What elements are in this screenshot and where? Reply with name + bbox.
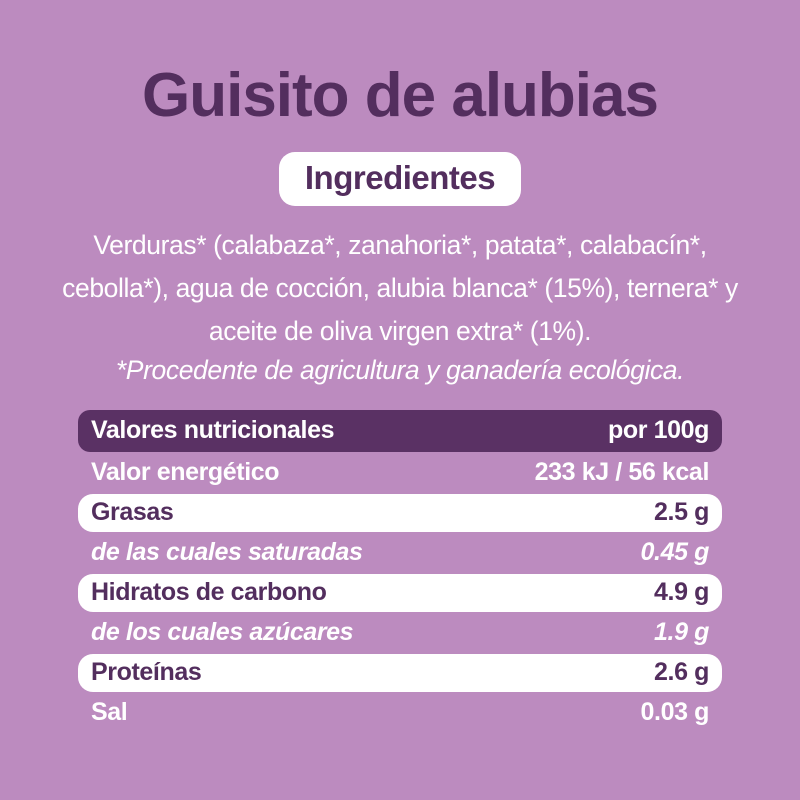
nutrition-row-value: 2.5 g	[654, 498, 709, 527]
page-title: Guisito de alubias	[142, 61, 659, 130]
nutrition-row-saturated-fat: de las cuales saturadas 0.45 g	[78, 534, 722, 572]
nutrition-row-carbohydrates: Hidratos de carbono 4.9 g	[78, 573, 722, 612]
nutrition-table: Valores nutricionales por 100g Valor ene…	[78, 409, 722, 732]
nutrition-row-protein: Proteínas 2.6 g	[78, 653, 722, 692]
nutrition-row-sugars: de los cuales azúcares 1.9 g	[78, 614, 722, 652]
nutrition-header-value: por 100g	[608, 416, 709, 445]
nutrition-row-label: Sal	[91, 698, 128, 727]
nutrition-row-value: 4.9 g	[654, 578, 709, 607]
ingredients-badge-row: Ingredientes	[0, 152, 800, 207]
nutrition-row-value: 0.03 g	[640, 698, 710, 727]
nutrition-row-label: de las cuales saturadas	[91, 538, 363, 567]
nutrition-header-label: Valores nutricionales	[91, 416, 335, 445]
nutrition-row-label: de los cuales azúcares	[91, 618, 354, 647]
organic-note: *Procedente de agricultura y ganadería e…	[115, 354, 685, 385]
nutrition-row-value: 1.9 g	[654, 618, 709, 647]
nutrition-row-salt: Sal 0.03 g	[78, 694, 722, 732]
ingredients-badge: Ingredientes	[278, 152, 522, 207]
nutrition-row-value: 0.45 g	[640, 538, 710, 567]
nutrition-row-label: Proteínas	[91, 658, 202, 687]
nutrition-row-fat: Grasas 2.5 g	[78, 493, 722, 532]
nutrition-row-value: 233 kJ / 56 kcal	[534, 458, 710, 487]
ingredients-text: Verduras* (calabaza*, zanahoria*, patata…	[62, 230, 738, 347]
nutrition-row-label: Hidratos de carbono	[91, 578, 327, 607]
nutrition-row-label: Valor energético	[91, 458, 280, 487]
nutrition-row-energy: Valor energético 233 kJ / 56 kcal	[78, 454, 722, 492]
nutrition-row-value: 2.6 g	[654, 658, 709, 687]
nutrition-row-label: Grasas	[91, 498, 174, 527]
nutrition-table-header: Valores nutricionales por 100g	[78, 409, 722, 452]
